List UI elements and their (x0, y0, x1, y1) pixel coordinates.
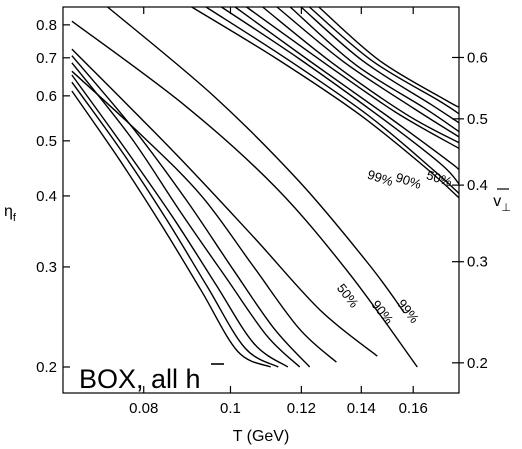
contour-line (276, 6, 460, 138)
contour-line (107, 6, 405, 314)
contour-line (308, 6, 460, 115)
y-right-axis-title: v⊥ (493, 193, 511, 214)
x-tick-label: 0.1 (220, 400, 241, 417)
contour-line (71, 62, 301, 368)
contour-line (71, 81, 279, 368)
y-left-tick-label: 0.7 (36, 50, 57, 67)
y-left-axis-title: ηf (4, 203, 17, 224)
contour-line (318, 6, 460, 108)
x-tick-label: 0.08 (129, 400, 158, 417)
contour-line (262, 6, 460, 144)
x-tick-label: 0.16 (399, 400, 428, 417)
y-right-tick-label: 0.2 (467, 355, 488, 372)
panel-label: BOX, all h (79, 363, 224, 394)
contour-line (71, 48, 378, 357)
contour-line (71, 20, 418, 368)
contour-lines (71, 6, 460, 368)
y-left-tick-label: 0.6 (36, 88, 57, 105)
contour-label: 99% (394, 296, 422, 326)
contour-label: 90% (394, 170, 424, 192)
contour-line (71, 74, 289, 368)
y-right-tick-label: 0.6 (467, 49, 488, 66)
contour-line (300, 6, 460, 124)
contour-line (71, 90, 271, 368)
x-tick-label: 0.14 (347, 400, 376, 417)
contour-labels: 99%90% 50%50%90%99% (334, 167, 454, 328)
contour-label: 50% (425, 167, 455, 189)
contour-line (71, 55, 311, 368)
y-left-tick-label: 0.2 (36, 359, 57, 376)
y-left-tick-label: 0.3 (36, 259, 57, 276)
svg-text:BOX, all h: BOX, all h (79, 364, 201, 394)
y-right-tick-label: 0.4 (467, 177, 488, 194)
contour-label: 90% (369, 297, 397, 327)
contour-line (289, 6, 460, 133)
plot-frame (62, 6, 460, 394)
contour-line (191, 6, 460, 199)
y-left-tick-label: 0.4 (36, 188, 57, 205)
contour-line (71, 70, 337, 363)
contour-line (205, 6, 460, 195)
x-axis-title: T (GeV) (233, 428, 290, 445)
y-right-tick-label: 0.3 (467, 254, 488, 271)
y-left-tick-label: 0.8 (36, 17, 57, 34)
x-tick-label: 0.12 (287, 400, 316, 417)
y-left-tick-label: 0.5 (36, 133, 57, 150)
contour-line (246, 6, 460, 150)
contour-line (234, 6, 460, 171)
contour-label: 99% (366, 167, 396, 189)
y-right-tick-label: 0.5 (467, 111, 488, 128)
axis-ticks: 0.08 0.1 0.12 0.14 0.16 0.2 0.3 0.4 0.5 0.6 0.7 0.8… (36, 7, 488, 417)
contour-line (221, 6, 460, 185)
